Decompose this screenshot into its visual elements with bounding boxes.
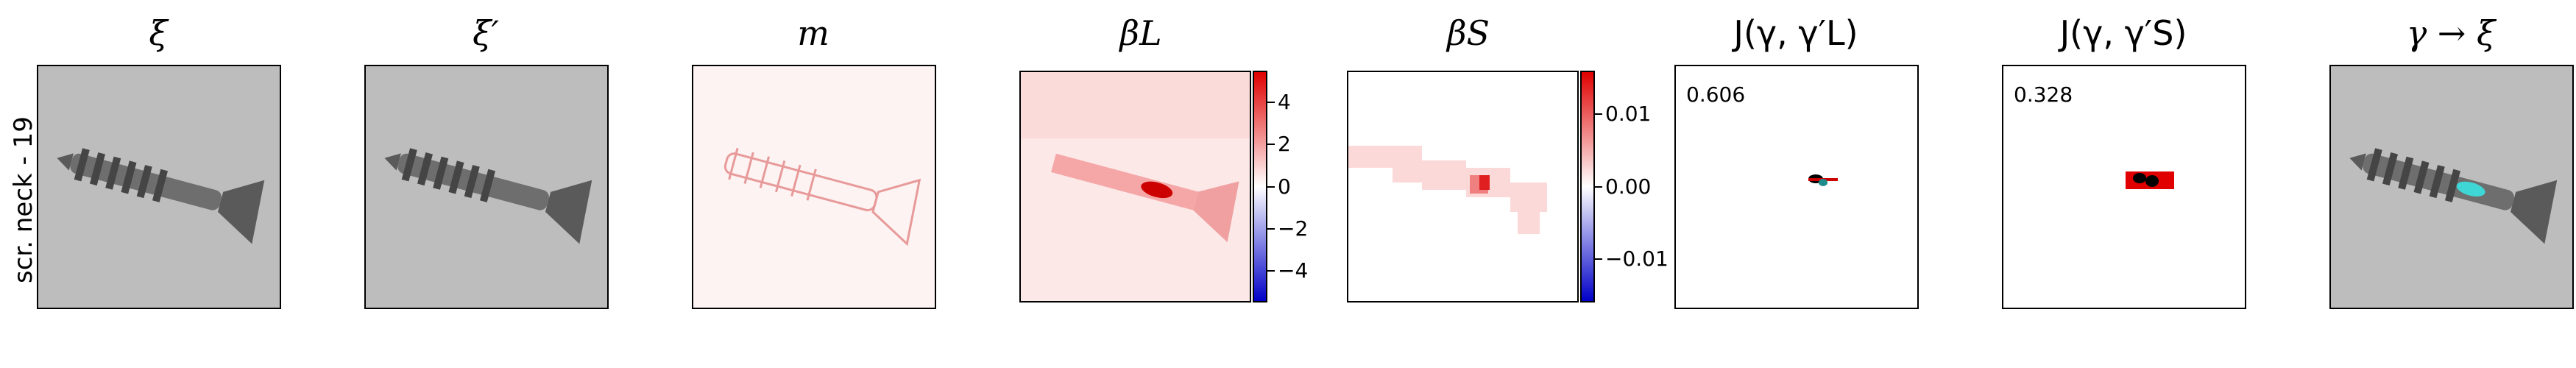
title-J-S: J(γ, γ′S) xyxy=(2059,13,2187,53)
title-beta-S: βS xyxy=(1446,13,1490,53)
colorbar-tick-mark xyxy=(1267,227,1275,230)
title-xi: ξ xyxy=(149,13,168,53)
score-L: 0.606 xyxy=(1686,82,1746,107)
colorbar-S xyxy=(1580,71,1595,302)
title-J-L: J(γ, γ′L) xyxy=(1733,13,1858,53)
title-m: m xyxy=(797,13,829,53)
colorbar-tick-label: 0 xyxy=(1278,174,1291,199)
colorbar-tick-label: 0.00 xyxy=(1605,174,1652,199)
panel-gamma-to-xi xyxy=(2329,65,2574,309)
row-label: scr. neck - 19 xyxy=(4,116,38,287)
colorbar-tick-mark xyxy=(1267,185,1275,188)
colorbar-tick-label: −4 xyxy=(1278,258,1309,283)
panel-xi-prime xyxy=(364,65,609,309)
colorbar-tick-label: −0.01 xyxy=(1605,246,1669,271)
title-beta-L: βL xyxy=(1119,13,1162,53)
title-xi-prime: ξ′ xyxy=(473,13,499,53)
blob-map xyxy=(1808,174,1838,186)
colorbar-tick-mark xyxy=(1595,185,1602,188)
title-gamma-to-xi: γ → ξ xyxy=(2406,13,2496,53)
row-label-text: scr. neck - 19 xyxy=(9,116,38,283)
mask-map xyxy=(693,66,935,308)
colorbar-tick-label: −2 xyxy=(1278,216,1309,241)
colorbar-tick-label: 0.01 xyxy=(1605,102,1652,127)
panel-J-L: 0.606 xyxy=(1674,65,1919,309)
screw-image xyxy=(38,66,280,308)
screw-image xyxy=(366,66,607,308)
colorbar-tick-label: 2 xyxy=(1278,132,1291,157)
colorbar-tick-mark xyxy=(1595,113,1602,116)
heatmap xyxy=(1021,72,1250,301)
panel-J-S: 0.328 xyxy=(2002,65,2246,309)
colorbar-tick-mark xyxy=(1267,144,1275,146)
colorbar-tick-label: 4 xyxy=(1278,89,1291,114)
score-S: 0.328 xyxy=(2014,82,2073,107)
screw-image xyxy=(2331,66,2572,308)
panel-xi xyxy=(37,65,281,309)
panel-beta-S xyxy=(1347,71,1579,302)
panel-m xyxy=(692,65,936,309)
heatmap xyxy=(1348,72,1577,301)
blob-map xyxy=(2126,171,2174,189)
panel-beta-L xyxy=(1019,71,1251,302)
colorbar-tick-mark xyxy=(1595,258,1602,260)
colorbar-tick-mark xyxy=(1267,270,1275,272)
colorbar-L xyxy=(1253,71,1267,302)
colorbar-tick-mark xyxy=(1267,101,1275,103)
